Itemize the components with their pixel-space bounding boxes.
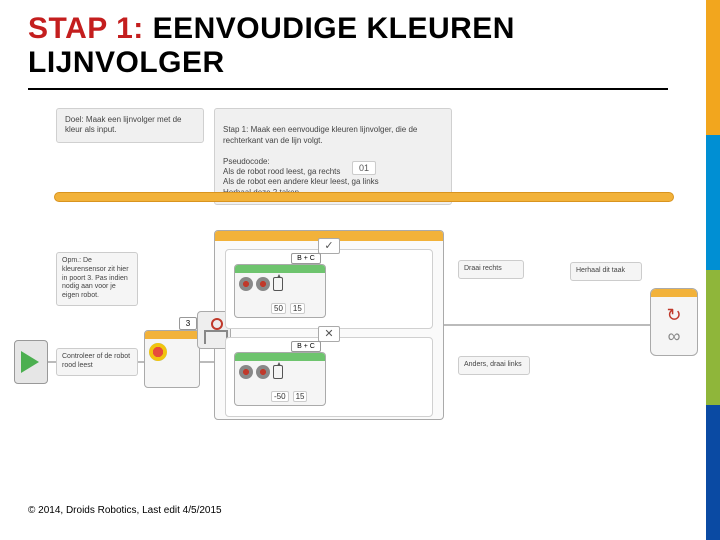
move-true-steering: 50 [271, 303, 286, 314]
stripe-4 [706, 405, 720, 540]
switch-case-true: ✓ B + C 50 15 [225, 249, 433, 329]
title-black1: EENVOUDIGE KLEUREN [153, 12, 515, 45]
title-red: STAP 1: [28, 12, 153, 45]
steer-icon [273, 365, 283, 379]
sensor-header [145, 331, 199, 339]
ev3-diagram: 01 Opm.: De kleurensensor zit hier in po… [14, 212, 704, 432]
move-false-header [235, 353, 325, 361]
overview-goal-text: Doel: Maak een lijnvolger met de kleur a… [65, 115, 182, 134]
move-false-power: 15 [293, 391, 308, 402]
start-block[interactable] [14, 340, 48, 384]
wire-switch-end [444, 324, 650, 326]
motor-icon [239, 365, 253, 379]
comment-true: Draai rechts [458, 260, 524, 279]
loop-infinity-icon: ∞ [668, 326, 681, 347]
steer-icon [273, 277, 283, 291]
move-block-false[interactable]: B + C -50 15 [234, 352, 326, 406]
loop-arrow-icon: ↻ [666, 305, 681, 326]
motor-icon [239, 277, 253, 291]
loop-end-header [651, 289, 697, 297]
title-black2: LIJNVOLGER [28, 46, 225, 79]
stripe-3 [706, 270, 720, 405]
move-false-ports: B + C [291, 341, 321, 352]
case-false-mark: ✕ [318, 326, 340, 342]
loop-bar-outer: 01 [54, 192, 674, 202]
stripe-2 [706, 135, 720, 270]
overview-step-box: Stap 1: Maak een eenvoudige kleuren lijn… [214, 108, 452, 205]
loop-end-block[interactable]: ↻ ∞ [650, 288, 698, 356]
title-underline [28, 88, 668, 90]
comment-repeat: Herhaal dit taak [570, 262, 642, 281]
move-true-header [235, 265, 325, 273]
case-true-mark: ✓ [318, 238, 340, 254]
motor-icon [256, 277, 270, 291]
move-false-steering: -50 [271, 391, 289, 402]
move-true-power: 15 [290, 303, 305, 314]
comment-sensor: Opm.: De kleurensensor zit hier in poort… [56, 252, 138, 306]
footer-text: © 2014, Droids Robotics, Last edit 4/5/2… [28, 505, 222, 516]
color-icon [149, 343, 167, 361]
wire-sensor-switch [200, 361, 214, 363]
motor-icon [256, 365, 270, 379]
sensor-port: 3 [179, 317, 197, 330]
overview-step-text: Stap 1: Maak een eenvoudige kleuren lijn… [223, 125, 417, 196]
move-block-true[interactable]: B + C 50 15 [234, 264, 326, 318]
play-icon [21, 351, 39, 373]
overview-goal-box: Doel: Maak een lijnvolger met de kleur a… [56, 108, 204, 143]
move-true-ports: B + C [291, 253, 321, 264]
comment-check: Controleer of de robot rood leest [56, 348, 138, 376]
stripe-1 [706, 0, 720, 135]
switch-case-false: ✕ B + C -50 15 [225, 337, 433, 417]
switch-block[interactable]: ✓ B + C 50 15 ✕ B + C [214, 230, 444, 420]
slide-title: STAP 1: EENVOUDIGE KLEUREN LIJNVOLGER [28, 12, 515, 80]
loop-label: 01 [352, 161, 376, 175]
side-stripe [706, 0, 720, 540]
color-sensor-block[interactable]: 3 [144, 330, 200, 388]
comment-false: Anders, draai links [458, 356, 530, 375]
sensor-body [145, 339, 199, 365]
